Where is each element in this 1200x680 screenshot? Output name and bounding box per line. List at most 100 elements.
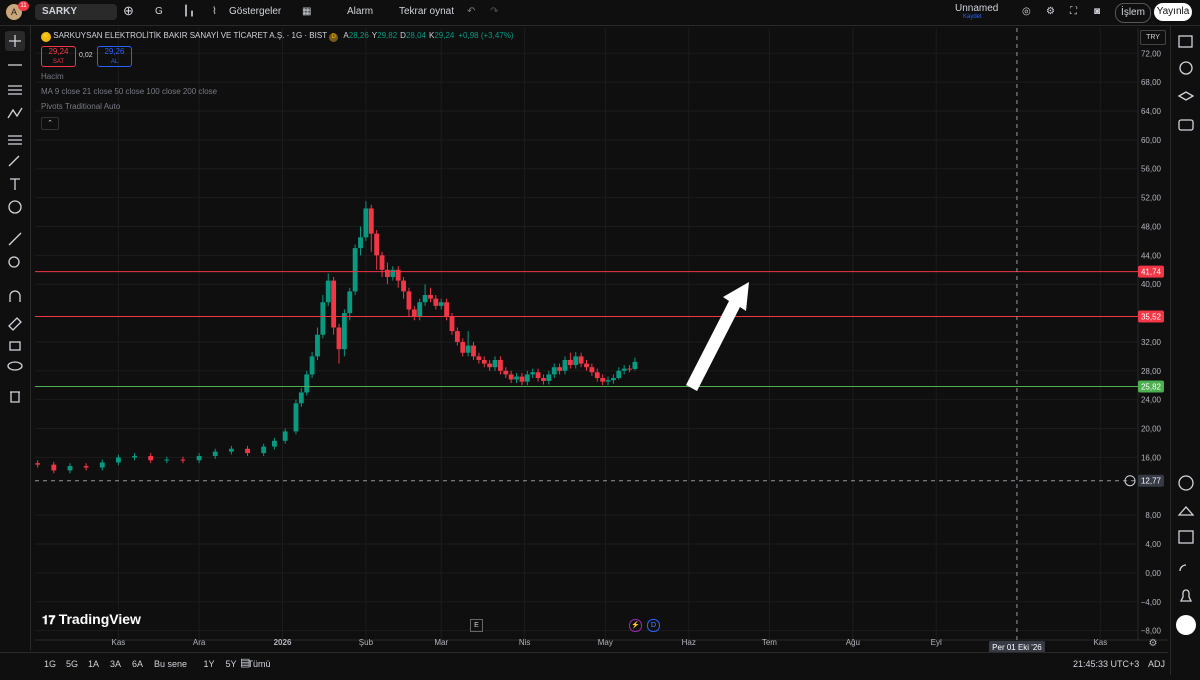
x-tick-label: Mar	[434, 638, 448, 647]
candle-body	[390, 269, 396, 277]
price-label-bg	[1138, 310, 1164, 323]
buy-button[interactable]: 29,26 AL	[97, 46, 132, 67]
trade-button[interactable]: İşlem	[1115, 3, 1151, 23]
candle-body	[438, 302, 444, 306]
indicators[interactable]: Göstergeler	[229, 6, 282, 17]
symbol-search[interactable]	[35, 4, 117, 20]
hide-tool[interactable]	[7, 361, 23, 371]
interval[interactable]: G	[155, 6, 163, 17]
top-toolbar: A 11 SARKY ⊕ G ┃╻ ⌇ Göstergeler ▦ Alarm …	[0, 0, 1200, 26]
notifications[interactable]	[1179, 589, 1193, 602]
alerts[interactable]	[1179, 61, 1193, 75]
forecast-tool[interactable]	[8, 135, 22, 145]
settings[interactable]: ⚙	[1046, 6, 1055, 17]
range-button[interactable]: 6A	[132, 659, 144, 669]
range-button[interactable]: 1G	[44, 659, 57, 669]
collapse-legend[interactable]: ⌃	[41, 117, 59, 130]
x-tick-label: Şub	[359, 638, 374, 647]
candle-body	[557, 367, 563, 371]
cursor-tool[interactable]	[9, 35, 21, 47]
layout-name[interactable]: Unnamed	[955, 3, 999, 14]
range-button[interactable]: 1Y	[203, 659, 215, 669]
fib-tool[interactable]	[8, 85, 22, 95]
range-button[interactable]: 1A	[88, 659, 100, 669]
magnet-tool[interactable]	[9, 290, 21, 302]
screener[interactable]	[1178, 475, 1194, 491]
brush-tool[interactable]	[8, 155, 20, 167]
chart: 72,00 68,00 64,00 60,00 56,00 52,00 48,00 44,00…	[35, 28, 1168, 652]
indicator-pivots[interactable]: Pivots Traditional Auto	[41, 102, 121, 111]
indicator-ma[interactable]: MA 9 close 21 close 50 close 100 close 2…	[41, 87, 218, 96]
candle-body	[621, 368, 627, 371]
snapshot[interactable]: ◙	[1094, 6, 1101, 17]
adjust[interactable]: ADJ	[1148, 659, 1166, 669]
pine[interactable]	[1177, 506, 1195, 516]
buy-price: 29,26	[104, 47, 125, 56]
y-tick-label: 64,00	[1141, 107, 1162, 116]
range-button[interactable]: 5Y	[225, 659, 237, 669]
undo[interactable]: ↶	[467, 6, 476, 17]
watchlist[interactable]	[1178, 35, 1193, 48]
crosshair-plus	[1124, 475, 1136, 487]
currency[interactable]: TRY	[1140, 30, 1166, 45]
range-button[interactable]: Tümü	[247, 659, 271, 669]
candle-body	[282, 431, 288, 441]
calendar[interactable]	[1178, 530, 1194, 544]
candle-body	[535, 372, 541, 379]
date-range[interactable]: ▤	[240, 657, 251, 669]
y-tick-label: 8,00	[1145, 511, 1161, 520]
save-status: Kaydet	[963, 14, 982, 20]
data-window[interactable]	[1177, 91, 1195, 101]
pattern-tool[interactable]	[7, 107, 23, 119]
chart-type[interactable]: ┃╻	[183, 6, 196, 17]
symbol[interactable]: SARKY	[42, 6, 78, 17]
indicators-icon[interactable]: ⌇	[212, 6, 217, 17]
ohlc-key: K	[428, 31, 435, 40]
indicator-volume[interactable]: Hacim	[41, 72, 64, 81]
delete-tool[interactable]	[10, 391, 20, 403]
event-marker[interactable]: ⚡	[629, 619, 642, 632]
layouts[interactable]: ▦	[302, 6, 312, 17]
alert[interactable]: Alarm	[347, 6, 374, 17]
candle-body	[627, 368, 632, 370]
candle-body	[395, 269, 401, 281]
redo[interactable]: ↷	[490, 6, 499, 17]
candle-body	[298, 392, 304, 404]
spread: 0,02	[79, 52, 93, 59]
candle-body	[594, 372, 600, 379]
candle-body	[261, 446, 267, 454]
publish-button[interactable]: Yayınla	[1154, 3, 1192, 21]
candle-body	[401, 280, 406, 292]
lock-tool[interactable]	[9, 341, 21, 351]
arrow-annotation	[686, 282, 749, 391]
y-tick-label: 44,00	[1141, 251, 1162, 260]
emoji-tool[interactable]	[8, 200, 22, 214]
sell-button[interactable]: 29,24 SAT	[41, 46, 76, 67]
replay[interactable]: Tekrar oynat	[399, 6, 455, 17]
earnings-marker[interactable]: E	[470, 619, 483, 632]
crosshair-price: 12,77	[1141, 477, 1162, 486]
drawing-toolbar	[0, 26, 31, 650]
add-symbol[interactable]: ⊕	[123, 3, 134, 18]
ohlc-value: 28,04	[405, 31, 426, 40]
candle-body	[530, 372, 536, 375]
zoom-tool[interactable]	[8, 256, 20, 268]
text-tool[interactable]	[10, 178, 20, 190]
quick-search[interactable]: ◎	[1022, 6, 1031, 17]
candle-body	[99, 462, 105, 468]
brand: 𝟏𝟕 TradingView	[42, 611, 141, 627]
range-button[interactable]: 5G	[66, 659, 79, 669]
range-button[interactable]: Bu sene	[154, 659, 188, 669]
lock-drawing-tool[interactable]	[8, 317, 22, 331]
fullscreen[interactable]: ⛶	[1070, 6, 1077, 17]
candle-body	[605, 380, 611, 382]
candle-body	[212, 451, 218, 456]
dividend-marker[interactable]: D	[647, 619, 660, 632]
chat[interactable]	[1178, 119, 1194, 131]
news[interactable]	[1179, 564, 1187, 572]
apps[interactable]	[1176, 615, 1196, 635]
measure-tool[interactable]	[8, 232, 22, 246]
y-tick-label: 16,00	[1141, 453, 1162, 462]
range-button[interactable]: 3A	[110, 659, 122, 669]
